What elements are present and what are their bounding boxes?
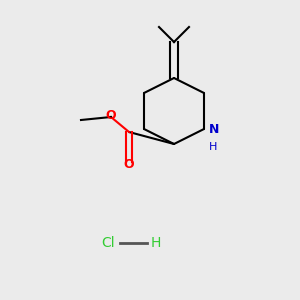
Text: H: H — [208, 142, 217, 152]
Text: O: O — [124, 158, 134, 171]
Text: Cl: Cl — [101, 236, 115, 250]
Text: H: H — [151, 236, 161, 250]
Text: O: O — [106, 109, 116, 122]
Text: N: N — [208, 122, 219, 136]
